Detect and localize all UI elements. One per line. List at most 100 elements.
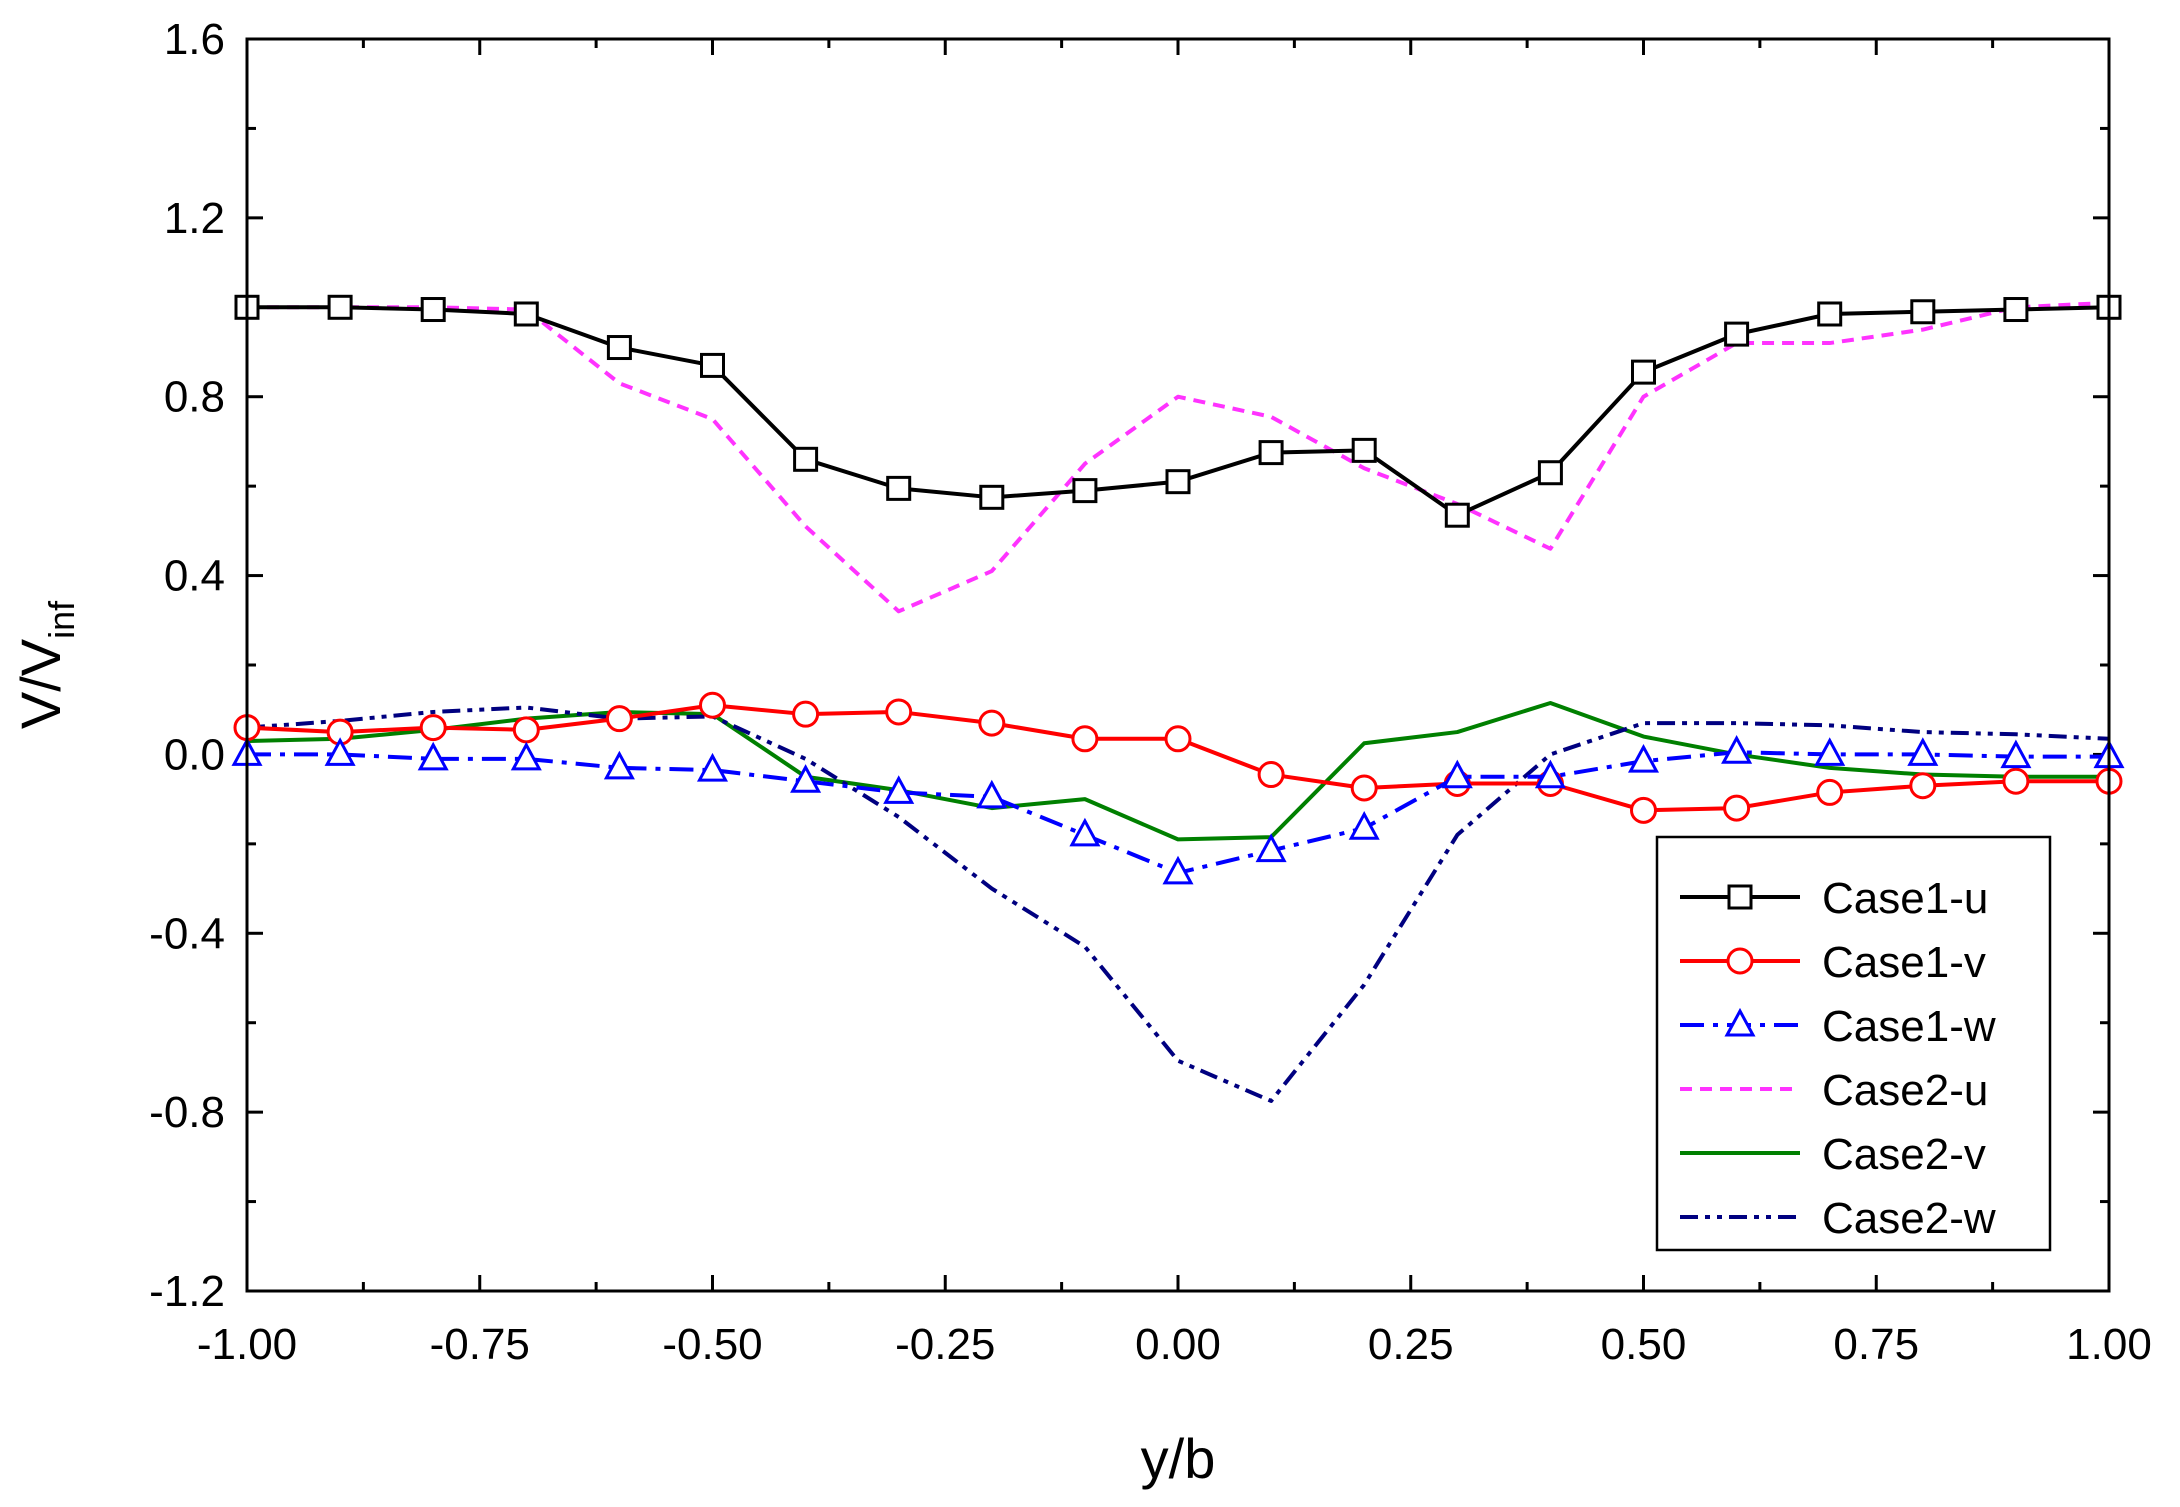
data-point xyxy=(510,741,542,771)
series-line xyxy=(247,300,2110,614)
data-point xyxy=(1631,359,1656,385)
data-point xyxy=(790,764,822,793)
x-tick-label: -1.00 xyxy=(197,1320,297,1369)
x-tick-label: 0.00 xyxy=(1135,1320,1221,1369)
legend-item: Case1-w xyxy=(1680,1002,1996,1051)
data-point xyxy=(886,475,912,501)
data-point xyxy=(696,752,729,782)
data-point xyxy=(1630,796,1657,824)
legend-label: Case1-u xyxy=(1822,874,1988,923)
data-point xyxy=(1164,725,1192,753)
legend-item: Case1-v xyxy=(1680,938,1986,987)
data-point xyxy=(1907,737,1939,766)
data-point xyxy=(885,698,913,726)
x-tick-label: 0.25 xyxy=(1368,1320,1454,1369)
data-point xyxy=(605,705,633,733)
data-point xyxy=(1627,743,1660,773)
data-point xyxy=(1165,469,1191,495)
data-point xyxy=(1162,855,1194,885)
data-point xyxy=(1071,725,1099,753)
data-point xyxy=(978,709,1006,737)
series-case2-w xyxy=(246,705,2110,1103)
legend-marker xyxy=(1724,1007,1756,1037)
legend-label: Case1-v xyxy=(1822,938,1986,987)
data-point xyxy=(606,335,632,361)
data-point xyxy=(1723,794,1751,822)
data-point xyxy=(1910,299,1936,325)
data-point xyxy=(603,750,635,780)
data-point xyxy=(1258,440,1284,466)
series-case1-v xyxy=(233,691,2123,824)
legend-item: Case2-v xyxy=(1680,1130,1986,1179)
legend-marker xyxy=(1727,884,1753,910)
y-axis-title-main: V/V xyxy=(9,638,72,729)
data-point xyxy=(1257,761,1285,789)
legend-label: Case2-w xyxy=(1822,1194,1996,1243)
data-point xyxy=(1255,833,1287,863)
data-point xyxy=(883,775,915,804)
legend-label: Case2-v xyxy=(1822,1130,1986,1179)
data-point xyxy=(513,301,539,327)
x-tick-labels: -1.00 -0.75 -0.50 -0.25 0.00 0.25 0.50 0.75 1.00 xyxy=(197,1320,2152,1369)
data-point xyxy=(979,484,1005,510)
y-tick-labels: -1.2 -0.8 -0.4 0.0 0.4 0.8 1.2 1.6 xyxy=(149,15,225,1316)
data-point xyxy=(699,691,726,719)
data-point xyxy=(1441,759,1473,789)
y-tick-label: 1.6 xyxy=(164,15,225,64)
data-point xyxy=(1814,737,1846,766)
y-axis-title-subscript: inf xyxy=(41,600,82,639)
data-point xyxy=(976,779,1008,809)
legend-marker xyxy=(1726,947,1754,975)
x-axis-title: y/b xyxy=(1141,1427,1216,1490)
legend: Case1-u Case1-v Case1-w Case2-u Case2-v Case2… xyxy=(1655,835,2052,1252)
data-point xyxy=(1444,502,1470,528)
series-case2-u xyxy=(247,300,2110,614)
data-point xyxy=(1816,778,1844,806)
data-point xyxy=(2000,739,2032,769)
data-point xyxy=(417,741,449,771)
y-tick-label: 0.0 xyxy=(164,730,225,779)
x-tick-label: 0.75 xyxy=(1833,1320,1919,1369)
data-point xyxy=(419,714,447,742)
y-tick-label: 0.4 xyxy=(164,552,225,601)
data-point xyxy=(420,297,446,323)
series-line xyxy=(246,705,2110,1103)
series-case2-v xyxy=(246,701,2109,842)
x-tick-label: -0.75 xyxy=(430,1320,530,1369)
data-point xyxy=(324,737,356,766)
series-group xyxy=(231,294,2125,1103)
legend-item: Case1-u xyxy=(1680,874,1988,923)
legend-label: Case2-u xyxy=(1822,1066,1988,1115)
x-tick-label: -0.50 xyxy=(662,1320,762,1369)
y-tick-label: -1.2 xyxy=(149,1267,225,1316)
data-point xyxy=(1817,301,1843,327)
data-point xyxy=(2003,297,2029,323)
data-point xyxy=(1909,772,1937,800)
legend-items: Case1-u Case1-v Case1-w Case2-u Case2-v Case2… xyxy=(1680,874,1996,1243)
y-tick-label: 0.8 xyxy=(164,373,225,422)
legend-box xyxy=(1655,835,2052,1252)
data-point xyxy=(512,716,540,744)
x-tick-label: 1.00 xyxy=(2066,1320,2152,1369)
series-case1-w xyxy=(231,735,2125,885)
series-line xyxy=(246,701,2109,842)
y-tick-label: 1.2 xyxy=(164,194,225,243)
x-tick-label: 0.50 xyxy=(1601,1320,1687,1369)
data-point xyxy=(327,294,353,320)
data-point xyxy=(1724,321,1750,347)
data-point xyxy=(1348,811,1380,840)
series-case1-u xyxy=(234,294,2122,528)
data-point xyxy=(792,700,820,728)
data-point xyxy=(1072,478,1098,504)
y-tick-label: -0.4 xyxy=(149,909,225,958)
data-point xyxy=(793,446,819,472)
data-point xyxy=(2002,767,2030,795)
data-point xyxy=(1534,759,1566,789)
plot-frame xyxy=(245,37,2111,1293)
y-tick-label: -0.8 xyxy=(149,1088,225,1137)
data-point xyxy=(1350,774,1378,802)
data-point xyxy=(1537,460,1563,486)
data-point xyxy=(700,352,725,378)
y-axis-title: V/Vinf xyxy=(9,600,82,729)
